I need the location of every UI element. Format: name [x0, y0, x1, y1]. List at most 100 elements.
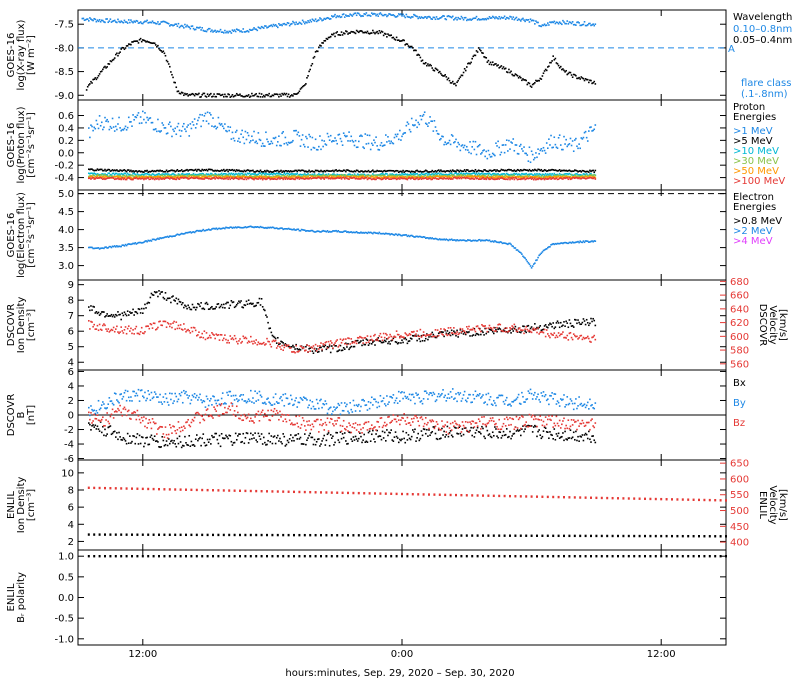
data-point — [494, 240, 496, 242]
data-point — [428, 177, 430, 180]
data-point — [423, 339, 426, 342]
data-point — [307, 170, 309, 173]
data-point — [90, 18, 92, 20]
data-point — [581, 23, 584, 26]
data-point — [451, 239, 454, 242]
data-point — [313, 174, 316, 177]
data-point — [503, 151, 506, 154]
data-point — [133, 314, 135, 316]
data-point — [476, 51, 479, 53]
data-point — [133, 242, 135, 245]
data-point — [401, 339, 403, 342]
data-point — [181, 25, 184, 28]
data-point — [148, 170, 151, 173]
data-point — [250, 29, 252, 31]
data-point — [586, 175, 589, 177]
data-point — [419, 175, 422, 178]
data-point — [267, 173, 269, 176]
data-point — [484, 175, 486, 177]
data-point — [395, 36, 398, 39]
data-point — [498, 175, 500, 178]
data-point — [117, 54, 119, 57]
data-point — [176, 233, 179, 236]
data-point — [437, 175, 440, 178]
data-point — [495, 178, 497, 180]
data-point — [139, 241, 142, 244]
data-point — [350, 176, 353, 179]
data-point — [140, 176, 143, 178]
data-point — [434, 336, 437, 339]
data-point — [160, 174, 162, 177]
data-point — [288, 176, 291, 178]
data-point — [488, 169, 491, 172]
data-point — [516, 178, 519, 181]
data-point — [160, 324, 162, 326]
data-point — [177, 233, 180, 236]
data-point — [242, 175, 245, 178]
data-point — [218, 177, 221, 179]
data-point — [488, 175, 491, 178]
data-point — [136, 177, 139, 180]
data-point — [188, 231, 191, 234]
data-point — [383, 174, 386, 176]
data-point — [347, 169, 349, 171]
data-point — [245, 178, 248, 181]
data-point — [240, 170, 242, 172]
data-point — [198, 92, 200, 95]
data-point — [509, 175, 511, 177]
legend-entry: >10 MeV — [733, 146, 779, 157]
data-point — [564, 71, 566, 73]
data-point — [234, 337, 237, 340]
data-point — [553, 58, 556, 61]
data-point — [433, 238, 436, 240]
data-point — [166, 173, 169, 175]
data-point — [112, 172, 115, 175]
data-point — [536, 176, 538, 178]
data-point — [392, 36, 395, 39]
data-point — [336, 350, 338, 353]
data-point — [275, 176, 278, 178]
data-point — [415, 173, 417, 175]
data-point — [248, 341, 251, 343]
data-point — [399, 173, 401, 176]
data-point — [458, 175, 461, 178]
data-point — [489, 156, 492, 158]
data-point — [442, 175, 444, 177]
data-point — [265, 226, 267, 229]
data-point — [138, 333, 141, 336]
data-point — [228, 30, 230, 33]
data-point — [447, 178, 450, 180]
data-point — [328, 345, 331, 347]
data-point — [400, 40, 402, 42]
data-point — [102, 19, 104, 22]
data-point — [278, 228, 280, 230]
data-point — [501, 175, 504, 177]
data-point — [163, 170, 166, 173]
data-point — [556, 173, 559, 176]
data-point — [252, 169, 254, 172]
data-point — [518, 173, 521, 176]
data-point — [469, 239, 471, 241]
data-point — [360, 15, 362, 18]
y-axis-label: [W m⁻²] — [26, 35, 37, 75]
data-point — [457, 176, 459, 179]
data-point — [353, 174, 356, 177]
data-point — [140, 175, 143, 177]
data-point — [241, 306, 243, 308]
data-point — [220, 169, 223, 171]
data-point — [91, 125, 93, 128]
data-point — [100, 121, 103, 124]
data-point — [162, 320, 165, 323]
data-point — [484, 56, 486, 59]
data-point — [571, 170, 574, 172]
data-point — [115, 169, 117, 172]
data-point — [106, 118, 108, 121]
data-point — [326, 16, 329, 19]
data-point — [270, 331, 273, 334]
data-point — [521, 79, 523, 82]
data-point — [355, 146, 358, 149]
data-point — [321, 230, 323, 233]
data-point — [589, 176, 591, 179]
data-point — [472, 55, 475, 58]
data-point — [498, 170, 500, 173]
